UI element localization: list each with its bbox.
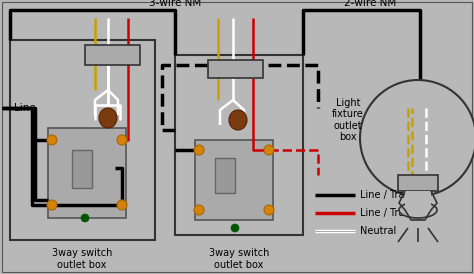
Bar [72, 150, 92, 188]
Text: Line / Traveler: Line / Traveler [360, 208, 429, 218]
Text: 3way switch
outlet box: 3way switch outlet box [52, 248, 112, 270]
Text: Line: Line [14, 103, 36, 113]
Circle shape [360, 80, 474, 196]
Circle shape [194, 145, 204, 155]
Text: Line / Traveler: Line / Traveler [360, 190, 429, 200]
Circle shape [117, 200, 127, 210]
Bar [398, 175, 438, 191]
Circle shape [231, 224, 239, 232]
Text: Neutral: Neutral [360, 226, 396, 236]
Text: Light
fixture
outlet
box: Light fixture outlet box [332, 98, 364, 142]
Bar [405, 191, 431, 213]
Bar [175, 55, 303, 235]
Ellipse shape [399, 202, 437, 218]
Circle shape [47, 135, 57, 145]
Circle shape [81, 214, 89, 222]
Text: 3way switch
outlet box: 3way switch outlet box [209, 248, 269, 270]
Bar [85, 45, 140, 65]
Circle shape [194, 205, 204, 215]
Circle shape [47, 200, 57, 210]
Bar [195, 140, 273, 220]
Ellipse shape [99, 108, 117, 128]
Circle shape [117, 135, 127, 145]
Bar [208, 60, 263, 78]
Text: 2-wire NM: 2-wire NM [344, 0, 396, 8]
Circle shape [264, 205, 274, 215]
Bar [10, 40, 155, 240]
Bar [48, 128, 126, 218]
Text: 3-wire NM: 3-wire NM [149, 0, 201, 8]
Ellipse shape [229, 110, 247, 130]
Bar [215, 158, 235, 193]
Circle shape [264, 145, 274, 155]
